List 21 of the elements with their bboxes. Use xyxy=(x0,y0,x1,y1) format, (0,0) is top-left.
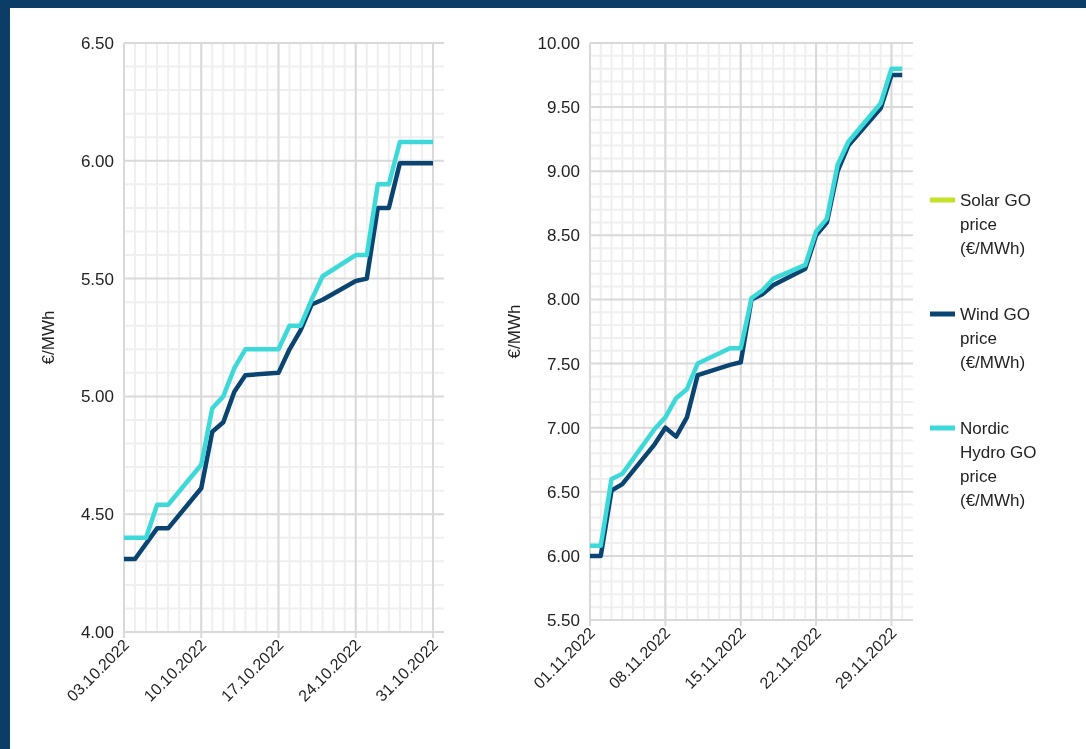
y-tick-label: 8.00 xyxy=(546,290,580,310)
legend-label: Nordic Hydro GO price (€/MWh) xyxy=(960,418,1037,510)
y-tick-label: 9.50 xyxy=(546,98,580,118)
y-tick-label: 10.00 xyxy=(537,33,580,53)
y-tick-label: 6.00 xyxy=(546,546,580,566)
y-tick-label: 5.50 xyxy=(80,269,114,289)
y-tick-label: 9.00 xyxy=(546,162,580,182)
legend-label: Solar GO price (€/MWh) xyxy=(960,190,1031,258)
y-tick-label: 5.50 xyxy=(546,610,580,630)
legend-label: Wind GO price (€/MWh) xyxy=(960,304,1030,372)
y-tick-label: 6.50 xyxy=(80,33,114,53)
y-tick-label: 7.50 xyxy=(546,354,580,374)
y-tick-label: 5.00 xyxy=(80,387,114,407)
y-tick-label: 4.50 xyxy=(80,505,114,525)
y-axis-title: €/MWh xyxy=(39,310,58,365)
y-tick-label: 6.50 xyxy=(546,482,580,502)
y-tick-label: 6.00 xyxy=(80,151,114,171)
y-tick-label: 4.00 xyxy=(80,622,114,642)
y-tick-label: 8.50 xyxy=(546,226,580,246)
y-axis-title: €/MWh xyxy=(505,304,524,359)
y-tick-label: 7.00 xyxy=(546,418,580,438)
